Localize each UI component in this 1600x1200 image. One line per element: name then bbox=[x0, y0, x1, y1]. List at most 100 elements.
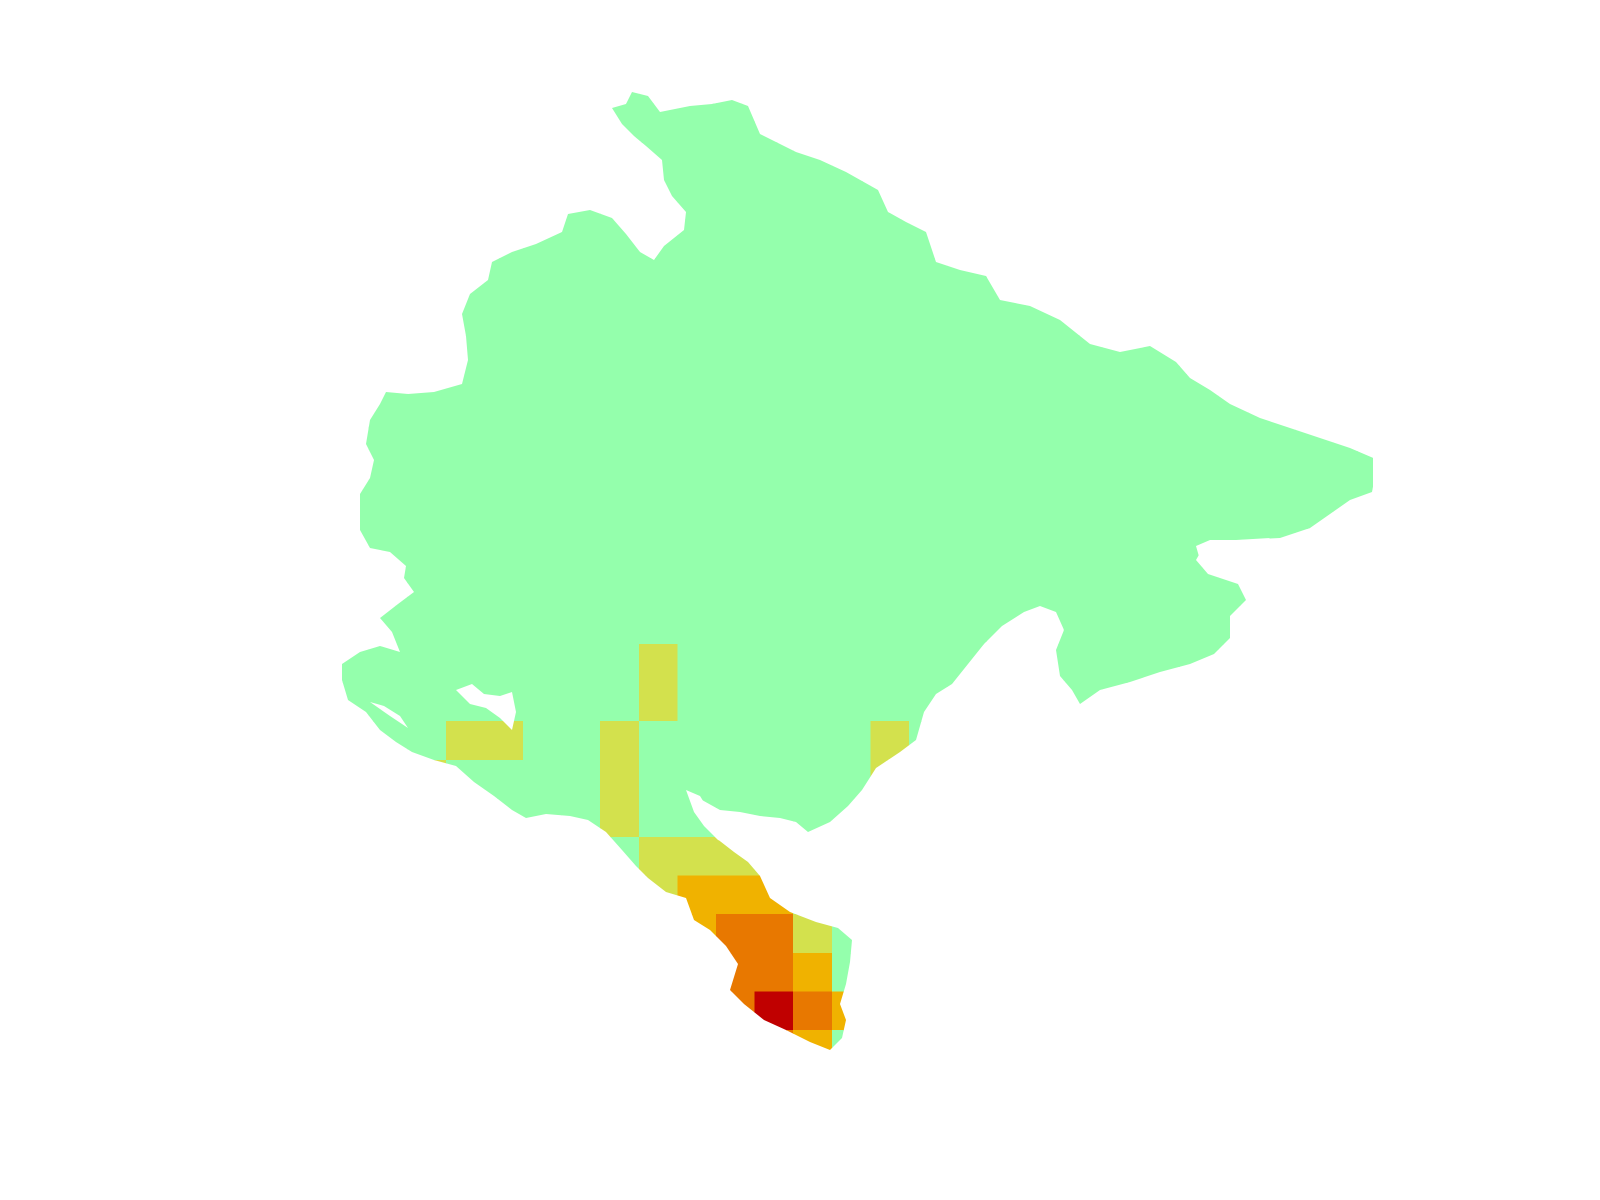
grid-cell-level-1 bbox=[523, 721, 563, 761]
grid-cell-level-1 bbox=[1256, 1146, 1295, 1185]
grid-cell-level-1 bbox=[523, 219, 563, 259]
grid-cell-level-1 bbox=[1333, 373, 1373, 413]
grid-cell-level-1 bbox=[484, 1184, 523, 1200]
grid-cell-level-1 bbox=[342, 721, 370, 761]
grid-cell-level-1 bbox=[1217, 566, 1257, 606]
grid-cell-level-2 bbox=[638, 682, 678, 722]
grid-cell-level-1 bbox=[909, 837, 949, 877]
grid-cell-level-3 bbox=[677, 875, 717, 915]
grid-cell-level-1 bbox=[407, 180, 447, 220]
grid-cell-level-1 bbox=[1295, 103, 1335, 143]
grid-cell-level-1 bbox=[948, 1107, 987, 1146]
grid-cell-level-1 bbox=[523, 528, 563, 568]
grid-cell-level-1 bbox=[986, 103, 1026, 143]
grid-cell-level-1 bbox=[716, 258, 756, 298]
grid-cell-level-1 bbox=[1295, 1146, 1334, 1185]
grid-cell-level-1 bbox=[716, 335, 756, 375]
grid-cell-level-1 bbox=[793, 644, 833, 684]
grid-cell-level-1 bbox=[484, 837, 524, 877]
grid-cell-level-1 bbox=[793, 296, 833, 336]
grid-cell-level-2 bbox=[368, 952, 408, 992]
grid-cell-level-1 bbox=[1333, 837, 1373, 877]
grid-cell-level-1 bbox=[484, 142, 524, 182]
grid-cell-level-1 bbox=[1063, 412, 1103, 452]
grid-cell-level-1 bbox=[1102, 837, 1142, 877]
grid-cell-level-1 bbox=[638, 605, 678, 645]
grid-cell-level-1 bbox=[600, 451, 640, 491]
grid-cell-level-1 bbox=[1179, 180, 1219, 220]
grid-cell-level-1 bbox=[909, 952, 949, 992]
grid-cell-level-1 bbox=[947, 682, 987, 722]
grid-cell-level-2 bbox=[407, 991, 447, 1031]
grid-cell-level-1 bbox=[600, 373, 640, 413]
grid-cell-level-1 bbox=[1024, 451, 1064, 491]
heat-grid bbox=[342, 92, 1373, 1200]
grid-cell-level-1 bbox=[1217, 296, 1257, 336]
grid-cell-level-1 bbox=[1025, 1107, 1064, 1146]
grid-cell-level-1 bbox=[677, 296, 717, 336]
grid-cell-level-1 bbox=[484, 1146, 523, 1185]
grid-cell-level-1 bbox=[407, 682, 447, 722]
grid-cell-level-1 bbox=[342, 373, 370, 413]
grid-cell-level-1 bbox=[754, 489, 794, 529]
grid-cell-level-1 bbox=[870, 1107, 909, 1146]
grid-cell-level-1 bbox=[754, 180, 794, 220]
grid-cell-level-1 bbox=[986, 644, 1026, 684]
grid-cell-level-1 bbox=[1256, 335, 1296, 375]
grid-cell-level-1 bbox=[1217, 142, 1257, 182]
grid-cell-level-1 bbox=[831, 721, 871, 761]
grid-cell-level-1 bbox=[986, 412, 1026, 452]
grid-cell-level-1 bbox=[562, 1184, 601, 1200]
grid-cell-level-1 bbox=[716, 451, 756, 491]
grid-cell-level-1 bbox=[484, 991, 524, 1031]
grid-cell-level-1 bbox=[1102, 798, 1142, 838]
grid-cell-level-1 bbox=[407, 142, 447, 182]
grid-cell-level-1 bbox=[407, 1107, 446, 1146]
grid-cell-level-1 bbox=[1217, 412, 1257, 452]
grid-cell-level-1 bbox=[947, 952, 987, 992]
grid-cell-level-1 bbox=[831, 296, 871, 336]
grid-cell-level-1 bbox=[1179, 914, 1219, 954]
grid-cell-level-1 bbox=[523, 566, 563, 606]
grid-cell-level-1 bbox=[1295, 219, 1335, 259]
grid-cell-level-1 bbox=[716, 296, 756, 336]
grid-cell-level-1 bbox=[600, 142, 640, 182]
grid-cell-level-1 bbox=[484, 759, 524, 799]
grid-cell-level-1 bbox=[1179, 566, 1219, 606]
grid-cell-level-1 bbox=[1179, 219, 1219, 259]
grid-cell-level-2 bbox=[716, 1184, 755, 1200]
grid-cell-level-1 bbox=[1063, 489, 1103, 529]
grid-cell-level-1 bbox=[1334, 1146, 1373, 1185]
grid-cell-level-1 bbox=[1102, 875, 1142, 915]
grid-cell-level-1 bbox=[1334, 1107, 1373, 1146]
grid-cell-level-1 bbox=[1179, 875, 1219, 915]
grid-cell-level-1 bbox=[1024, 644, 1064, 684]
grid-cell-level-1 bbox=[1063, 373, 1103, 413]
grid-cell-level-1 bbox=[1063, 837, 1103, 877]
grid-cell-level-1 bbox=[600, 103, 640, 143]
grid-cell-level-1 bbox=[677, 142, 717, 182]
grid-cell-level-1 bbox=[947, 412, 987, 452]
grid-cell-level-1 bbox=[1140, 798, 1180, 838]
grid-cell-level-1 bbox=[1102, 528, 1142, 568]
grid-cell-level-1 bbox=[1217, 991, 1257, 1031]
grid-cell-level-1 bbox=[1217, 180, 1257, 220]
grid-cell-level-1 bbox=[368, 489, 408, 529]
grid-cell-level-1 bbox=[638, 798, 678, 838]
grid-cell-level-1 bbox=[1333, 219, 1373, 259]
grid-cell-level-1 bbox=[1063, 952, 1103, 992]
grid-cell-level-1 bbox=[1256, 219, 1296, 259]
grid-cell-level-1 bbox=[1102, 1069, 1141, 1108]
grid-cell-level-1 bbox=[677, 489, 717, 529]
grid-cell-level-1 bbox=[909, 1184, 948, 1200]
grid-cell-level-1 bbox=[754, 682, 794, 722]
grid-cell-level-4 bbox=[754, 914, 794, 954]
grid-cell-level-1 bbox=[1024, 296, 1064, 336]
grid-cell-level-4 bbox=[754, 1030, 794, 1050]
grid-cell-level-1 bbox=[1063, 875, 1103, 915]
bay-of-kotor bbox=[370, 538, 1270, 846]
grid-cell-level-1 bbox=[1256, 837, 1296, 877]
grid-cell-level-1 bbox=[600, 914, 640, 954]
grid-cell-level-1 bbox=[831, 412, 871, 452]
grid-cell-level-1 bbox=[870, 296, 910, 336]
